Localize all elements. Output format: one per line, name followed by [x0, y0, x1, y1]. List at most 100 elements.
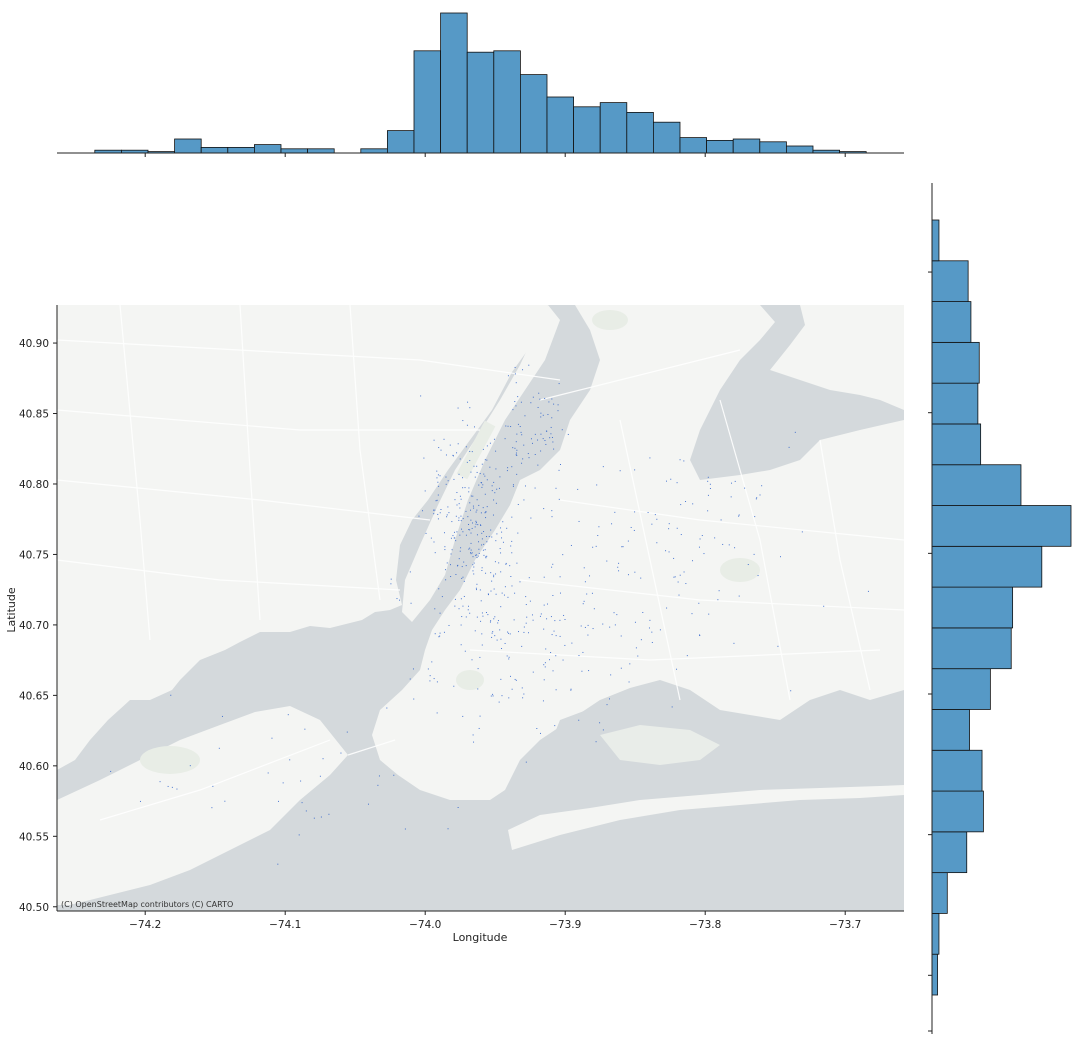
data-point: [559, 463, 561, 465]
data-point: [461, 577, 463, 579]
data-point: [508, 656, 510, 658]
data-point: [475, 521, 477, 523]
data-point: [543, 508, 545, 510]
data-point: [553, 448, 555, 450]
data-point: [449, 444, 451, 446]
data-point: [599, 722, 601, 724]
data-point: [438, 447, 440, 449]
data-point: [471, 659, 473, 661]
data-point: [587, 624, 589, 626]
data-point: [515, 452, 517, 454]
data-point: [685, 583, 687, 585]
data-point: [510, 575, 512, 577]
data-point: [450, 576, 452, 578]
data-point: [454, 499, 456, 501]
data-point: [534, 454, 536, 456]
x-tick-label: −74.2: [129, 919, 161, 931]
data-point: [438, 636, 440, 638]
data-point: [558, 469, 560, 471]
data-point: [550, 652, 552, 654]
data-point: [502, 541, 504, 543]
data-point: [378, 775, 380, 777]
data-point: [699, 634, 701, 636]
data-point: [470, 495, 472, 497]
data-point: [468, 548, 470, 550]
data-point: [499, 476, 501, 478]
data-point: [525, 604, 527, 606]
data-point: [439, 475, 441, 477]
data-point: [488, 535, 490, 537]
data-point: [532, 396, 534, 398]
data-point: [642, 611, 644, 613]
data-point: [528, 457, 530, 459]
data-point: [619, 470, 621, 472]
data-point: [463, 595, 465, 597]
data-point: [510, 675, 512, 677]
data-point: [668, 523, 670, 525]
data-point: [469, 502, 471, 504]
data-point: [780, 556, 782, 558]
top-hist-bar: [546, 96, 575, 154]
data-point: [456, 531, 458, 533]
data-point: [437, 474, 439, 476]
data-point: [446, 514, 448, 516]
data-point: [698, 546, 700, 548]
data-point: [475, 554, 477, 556]
data-point: [476, 465, 478, 467]
top-hist-ticks: [144, 153, 846, 157]
data-point: [439, 512, 441, 514]
right-hist-bar: [931, 790, 984, 833]
data-point: [487, 594, 489, 596]
top-hist-bar: [386, 130, 415, 154]
data-point: [471, 451, 473, 453]
data-point: [433, 541, 435, 543]
data-point: [212, 785, 214, 787]
data-point: [648, 627, 650, 629]
data-point: [759, 494, 761, 496]
data-point: [529, 600, 531, 602]
data-point: [651, 523, 653, 525]
data-point: [521, 687, 523, 689]
data-point: [699, 635, 701, 637]
data-point: [110, 770, 112, 772]
data-point: [728, 544, 730, 546]
data-point: [491, 636, 493, 638]
data-point: [522, 369, 524, 371]
data-point: [523, 693, 525, 695]
data-point: [550, 426, 552, 428]
data-point: [454, 598, 456, 600]
data-point: [460, 644, 462, 646]
data-point: [457, 443, 459, 445]
data-point: [563, 614, 565, 616]
data-point: [494, 616, 496, 618]
data-point: [668, 528, 670, 530]
data-point: [485, 572, 487, 574]
data-point: [707, 480, 709, 482]
data-point: [544, 666, 546, 668]
data-point: [510, 426, 512, 428]
data-point: [437, 518, 439, 520]
data-point: [218, 747, 220, 749]
data-point: [509, 565, 511, 567]
data-point: [516, 454, 518, 456]
data-point: [410, 602, 412, 604]
data-point: [570, 688, 572, 690]
data-point: [532, 671, 534, 673]
data-point: [460, 498, 462, 500]
data-point: [494, 561, 496, 563]
data-point: [437, 513, 439, 515]
data-point: [542, 438, 544, 440]
data-point: [476, 583, 478, 585]
data-point: [519, 581, 521, 583]
data-point: [470, 532, 472, 534]
data-point: [557, 404, 559, 406]
data-point: [511, 552, 513, 554]
data-point: [505, 425, 507, 427]
data-point: [471, 552, 473, 554]
data-point: [543, 576, 545, 578]
data-point: [757, 575, 759, 577]
data-point: [477, 668, 479, 670]
data-point: [551, 398, 553, 400]
data-point: [481, 567, 483, 569]
data-point: [420, 395, 422, 397]
